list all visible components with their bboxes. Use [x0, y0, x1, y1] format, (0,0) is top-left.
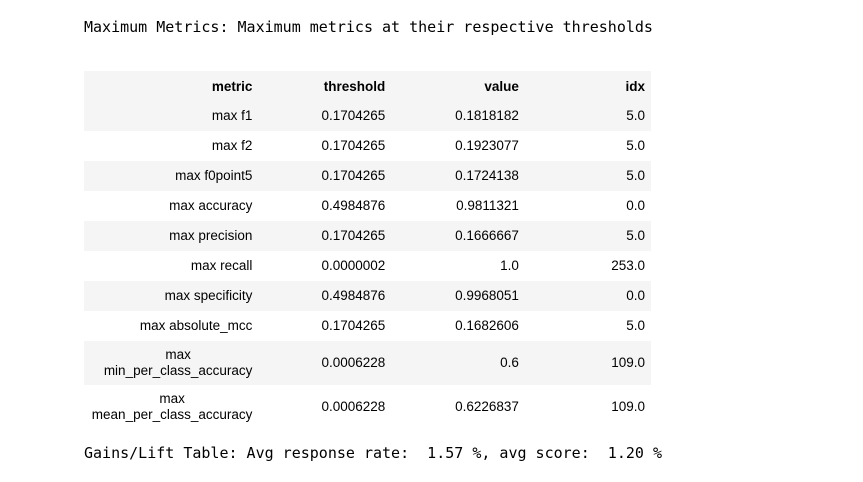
idx-cell: 5.0 — [524, 101, 651, 131]
table-row: max min_per_class_accuracy 0.0006228 0.6 … — [84, 341, 651, 385]
metric-cell: max min_per_class_accuracy — [84, 341, 259, 385]
table-row: max f1 0.1704265 0.1818182 5.0 — [84, 101, 651, 131]
idx-cell: 0.0 — [524, 191, 651, 221]
column-header-threshold: threshold — [258, 71, 392, 101]
metric-cell: max accuracy — [84, 191, 259, 221]
metric-cell: max absolute_mcc — [84, 311, 259, 341]
metric-cell: max f2 — [84, 131, 259, 161]
column-header-value: value — [391, 71, 525, 101]
table-row: max recall 0.0000002 1.0 253.0 — [84, 251, 651, 281]
table-row: max absolute_mcc 0.1704265 0.1682606 5.0 — [84, 311, 651, 341]
value-cell: 0.9811321 — [391, 191, 525, 221]
value-cell: 0.6 — [391, 341, 525, 385]
threshold-cell: 0.0000002 — [258, 251, 392, 281]
idx-cell: 253.0 — [524, 251, 651, 281]
metric-cell: max mean_per_class_accuracy — [84, 385, 259, 429]
table-row: max accuracy 0.4984876 0.9811321 0.0 — [84, 191, 651, 221]
threshold-cell: 0.1704265 — [258, 131, 392, 161]
idx-cell: 0.0 — [524, 281, 651, 311]
metrics-caption: Maximum Metrics: Maximum metrics at thei… — [84, 18, 653, 36]
metric-label-line-2: mean_per_class_accuracy — [91, 407, 253, 422]
threshold-cell: 0.1704265 — [258, 101, 392, 131]
metric-label-line-1: max — [165, 347, 191, 362]
value-cell: 0.1666667 — [391, 221, 525, 251]
metric-label-wrapped: max min_per_class_accuracy — [104, 347, 253, 379]
value-cell: 0.9968051 — [391, 281, 525, 311]
idx-cell: 5.0 — [524, 311, 651, 341]
gains-lift-summary: Gains/Lift Table: Avg response rate: 1.5… — [84, 444, 662, 462]
idx-cell: 109.0 — [524, 385, 651, 429]
threshold-cell: 0.1704265 — [258, 161, 392, 191]
table-header-row: metric threshold value idx — [84, 71, 651, 101]
table-row: max f2 0.1704265 0.1923077 5.0 — [84, 131, 651, 161]
value-cell: 0.1682606 — [391, 311, 525, 341]
metric-cell: max specificity — [84, 281, 259, 311]
metric-cell: max recall — [84, 251, 259, 281]
threshold-cell: 0.4984876 — [258, 191, 392, 221]
column-header-idx: idx — [524, 71, 651, 101]
idx-cell: 109.0 — [524, 341, 651, 385]
threshold-cell: 0.0006228 — [258, 385, 392, 429]
value-cell: 1.0 — [391, 251, 525, 281]
metric-cell: max precision — [84, 221, 259, 251]
threshold-cell: 0.4984876 — [258, 281, 392, 311]
column-header-metric: metric — [84, 71, 259, 101]
table-row: max f0point5 0.1704265 0.1724138 5.0 — [84, 161, 651, 191]
threshold-cell: 0.1704265 — [258, 221, 392, 251]
value-cell: 0.1923077 — [391, 131, 525, 161]
metric-label-line-1: max — [159, 391, 185, 406]
metric-cell: max f0point5 — [84, 161, 259, 191]
value-cell: 0.1724138 — [391, 161, 525, 191]
value-cell: 0.6226837 — [391, 385, 525, 429]
idx-cell: 5.0 — [524, 161, 651, 191]
threshold-cell: 0.1704265 — [258, 311, 392, 341]
idx-cell: 5.0 — [524, 221, 651, 251]
maximum-metrics-table: metric threshold value idx max f1 0.1704… — [84, 71, 651, 429]
metric-label-line-2: min_per_class_accuracy — [103, 363, 253, 378]
table-row: max precision 0.1704265 0.1666667 5.0 — [84, 221, 651, 251]
threshold-cell: 0.0006228 — [258, 341, 392, 385]
idx-cell: 5.0 — [524, 131, 651, 161]
metric-cell: max f1 — [84, 101, 259, 131]
table-row: max mean_per_class_accuracy 0.0006228 0.6… — [84, 385, 651, 429]
metric-label-wrapped: max mean_per_class_accuracy — [92, 391, 253, 423]
value-cell: 0.1818182 — [391, 101, 525, 131]
table-row: max specificity 0.4984876 0.9968051 0.0 — [84, 281, 651, 311]
